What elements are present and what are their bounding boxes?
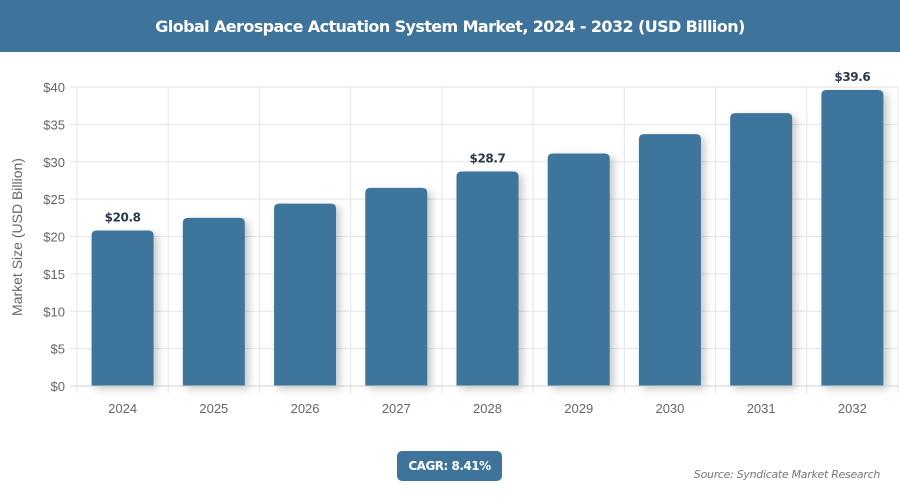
bar-2026 [274, 203, 337, 386]
bar-value-label: $28.7 [470, 151, 506, 165]
bar-2032 [821, 89, 884, 387]
chart-title: Global Aerospace Actuation System Market… [155, 16, 745, 36]
x-tick-label: 2026 [291, 401, 320, 416]
y-tick-label: $40 [43, 80, 65, 95]
cagr-badge: CAGR: 8.41% [397, 451, 502, 481]
x-tick-label: 2030 [655, 401, 684, 416]
bar-chart: $0 $5 $10 $15 $20 $25 $30 $35 $40 2024 $20.8 2025 20… [0, 52, 900, 432]
bar-value-label: $39.6 [834, 70, 870, 84]
bar-2031 [730, 113, 793, 386]
x-tick-label: 2025 [199, 401, 228, 416]
chart-title-banner: Global Aerospace Actuation System Market… [0, 0, 900, 52]
x-tick-label: 2027 [382, 401, 411, 416]
chart-plot-area: $0 $5 $10 $15 $20 $25 $30 $35 $40 2024 $20.8 2025 20… [43, 70, 899, 416]
y-axis-title: Market Size (USD Billion) [9, 158, 25, 316]
y-tick-label: $5 [51, 342, 65, 357]
y-tick-label: $30 [43, 155, 65, 170]
x-tick-label: 2029 [564, 401, 593, 416]
bar-2029 [547, 153, 610, 386]
y-tick-label: $10 [43, 304, 65, 319]
x-tick-label: 2028 [473, 401, 502, 416]
bar-2024 [91, 230, 154, 386]
bar-2028 [456, 171, 519, 386]
bar-2025 [182, 217, 245, 386]
x-tick-label: 2032 [838, 401, 867, 416]
cagr-label: CAGR: 8.41% [408, 459, 491, 473]
y-tick-label: $0 [51, 379, 65, 394]
x-tick-label: 2024 [108, 401, 137, 416]
y-tick-label: $20 [43, 230, 65, 245]
bar-2030 [638, 134, 701, 386]
y-tick-label: $15 [43, 267, 65, 282]
bar-value-label: $20.8 [105, 211, 141, 225]
y-tick-label: $35 [43, 117, 65, 132]
source-note: Source: Syndicate Market Research [693, 468, 880, 481]
y-tick-label: $25 [43, 192, 65, 207]
bar-2027 [365, 187, 428, 386]
x-tick-label: 2031 [747, 401, 776, 416]
